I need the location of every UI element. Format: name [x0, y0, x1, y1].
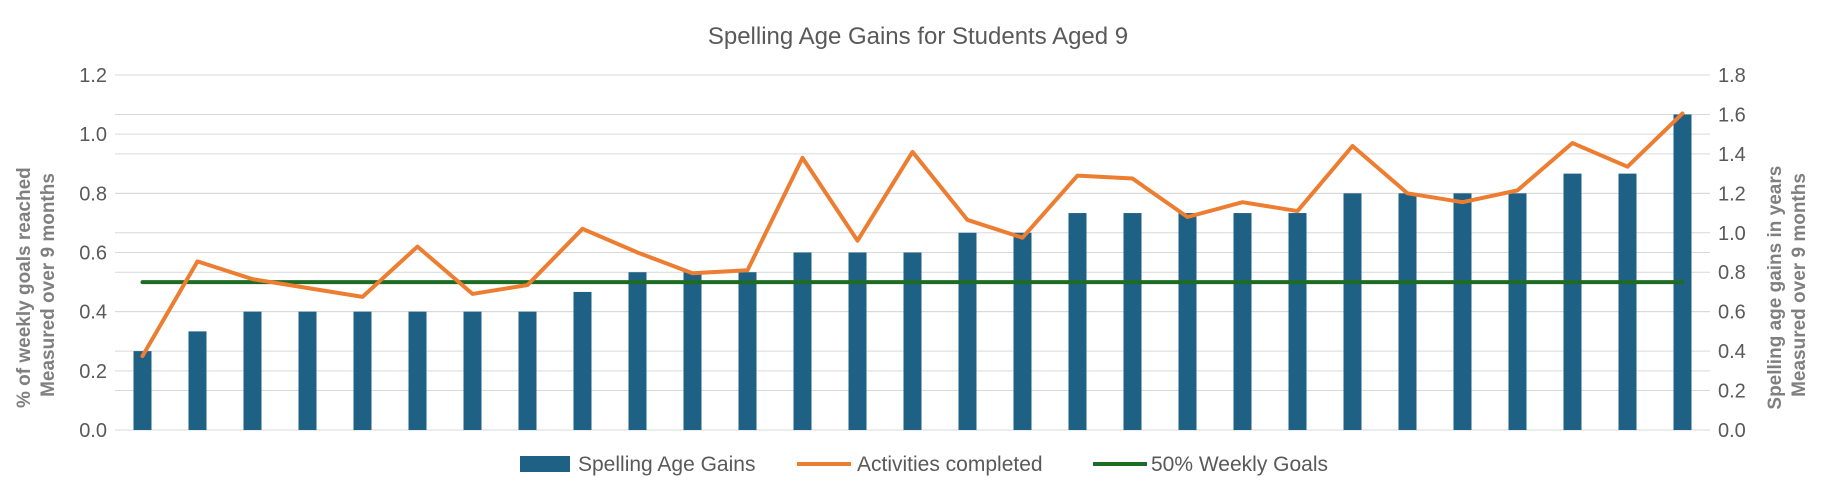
bar [1618, 173, 1637, 430]
right-tick-label: 1.2 [1718, 183, 1746, 205]
bar [1123, 213, 1142, 430]
right-tick-label: 1.0 [1718, 223, 1746, 245]
bar [573, 291, 592, 430]
bar [683, 272, 702, 430]
left-tick-label: 1.2 [79, 65, 107, 87]
right-tick-label: 1.6 [1718, 104, 1746, 126]
bar [408, 311, 427, 430]
legend-label-spelling-age-gains: Spelling Age Gains [578, 453, 755, 476]
left-tick-label: 1.0 [79, 124, 107, 146]
legend-label-activities-completed: Activities completed [857, 453, 1043, 476]
legend: Spelling Age Gains Activities completed … [520, 453, 1328, 476]
right-tick-label: 1.4 [1718, 144, 1746, 166]
bar [793, 252, 812, 430]
right-tick-label: 0.4 [1718, 341, 1746, 363]
bar [188, 331, 207, 430]
right-tick-label: 0.6 [1718, 302, 1746, 324]
legend-label-50-weekly-goals: 50% Weekly Goals [1151, 453, 1328, 476]
right-tick-label: 1.8 [1718, 65, 1746, 87]
bar [738, 272, 757, 430]
bar [958, 232, 977, 430]
left-tick-label: 0.2 [79, 361, 107, 383]
bar [1508, 193, 1527, 430]
bar [1673, 114, 1692, 430]
bar [1453, 193, 1472, 430]
line-series [140, 111, 1685, 359]
bar [1288, 213, 1307, 430]
bar [298, 311, 317, 430]
bar [518, 311, 537, 430]
bar [628, 272, 647, 430]
right-tick-label: 0.8 [1718, 262, 1746, 284]
left-axis-label: % of weekly goals reached Measured over … [14, 162, 59, 408]
bar [1178, 213, 1197, 430]
bar [1343, 193, 1362, 430]
left-axis-label-line-2: Measured over 9 months [38, 173, 59, 397]
right-axis-label: Spelling age gains in years Measured ove… [1765, 160, 1810, 409]
activities-completed-line [140, 111, 1685, 359]
left-tick-label: 0.4 [79, 302, 107, 324]
bar [1563, 173, 1582, 430]
left-tick-label: 0.8 [79, 183, 107, 205]
right-axis-ticks: 0.0 0.2 0.4 0.6 0.8 1.0 1.2 1.4 1.6 1.8 [1718, 65, 1746, 442]
bar [243, 311, 262, 430]
left-tick-label: 0.0 [79, 420, 107, 442]
left-tick-label: 0.6 [79, 243, 107, 265]
chart-title: Spelling Age Gains for Students Aged 9 [708, 23, 1128, 50]
right-axis-label-line-1: Spelling age gains in years [1765, 166, 1786, 410]
right-axis-label-line-2: Measured over 9 months [1789, 173, 1810, 397]
bar [133, 351, 152, 430]
bar-series [133, 114, 1692, 430]
bar [353, 311, 372, 430]
left-axis-ticks: 0.0 0.2 0.4 0.6 0.8 1.0 1.2 [79, 65, 107, 442]
right-tick-label: 0.0 [1718, 420, 1746, 442]
bar [1013, 232, 1032, 430]
legend-swatch-spelling-age-gains [520, 456, 570, 472]
bar [848, 252, 867, 430]
bar [1398, 193, 1417, 430]
left-axis-label-line-1: % of weekly goals reached [14, 167, 35, 408]
right-tick-label: 0.2 [1718, 381, 1746, 403]
bar [1233, 213, 1252, 430]
bar [1068, 213, 1087, 430]
bar [903, 252, 922, 430]
bar [463, 311, 482, 430]
